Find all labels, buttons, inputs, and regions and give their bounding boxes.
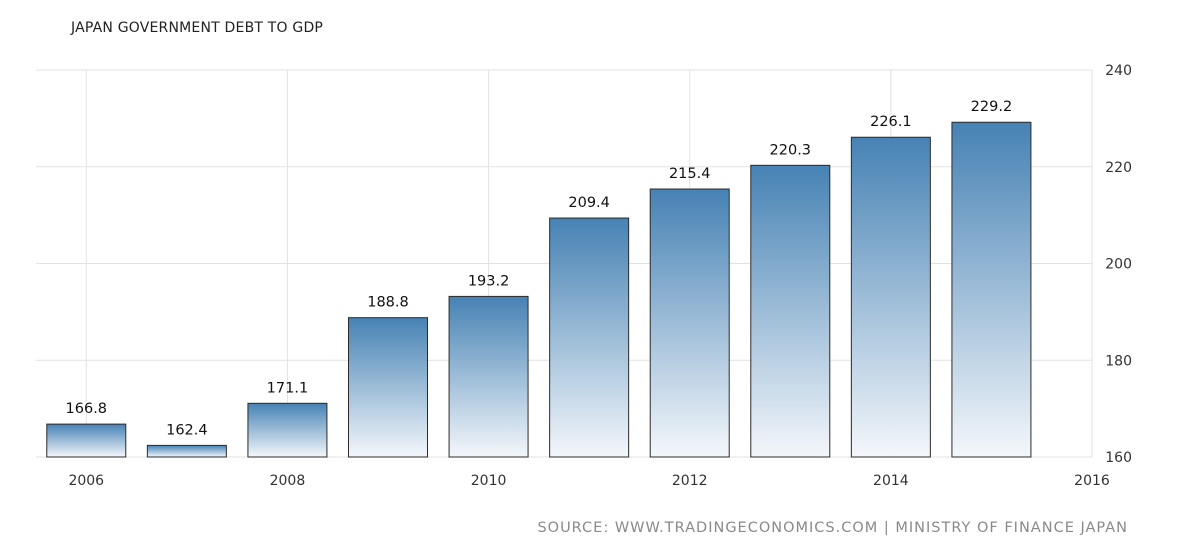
- data-label-2014: 226.1: [870, 114, 912, 130]
- x-tick-label: 2010: [471, 473, 507, 489]
- bar-2011: [549, 217, 630, 458]
- data-label-2006: 166.8: [66, 401, 108, 417]
- y-tick-label: 160: [1105, 450, 1132, 466]
- bars: [46, 121, 1032, 458]
- source-note: SOURCE: WWW.TRADINGECONOMICS.COM | MINIS…: [537, 520, 1128, 536]
- bar-2007: [146, 444, 227, 458]
- data-label-2012: 215.4: [669, 166, 711, 182]
- data-labels: 166.8 162.4 171.1 188.8 193.2 209.4 215.4 220.3…: [66, 99, 1013, 438]
- y-tick-label: 200: [1105, 257, 1132, 273]
- data-label-2013: 220.3: [770, 142, 812, 158]
- data-label-2010: 193.2: [468, 273, 510, 289]
- y-tick-label: 220: [1105, 160, 1132, 176]
- data-label-2011: 209.4: [568, 195, 610, 211]
- data-label-2008: 171.1: [267, 380, 309, 396]
- bar-2014: [850, 136, 931, 458]
- x-tick-label: 2008: [270, 473, 306, 489]
- x-tick-label: 2006: [68, 473, 104, 489]
- y-axis-ticks: 160 180 200 220 240: [1105, 63, 1132, 466]
- chart-title: JAPAN GOVERNMENT DEBT TO GDP: [71, 20, 324, 36]
- bar-2008: [247, 402, 328, 458]
- bar-2010: [448, 295, 529, 458]
- bar-2012: [649, 188, 730, 458]
- x-tick-label: 2016: [1074, 473, 1110, 489]
- x-axis-ticks: 2006 2008 2010 2012 2014 2016: [68, 473, 1109, 489]
- x-tick-label: 2012: [672, 473, 708, 489]
- y-tick-label: 240: [1105, 63, 1132, 79]
- bar-2006: [46, 423, 127, 458]
- data-label-2007: 162.4: [166, 422, 208, 438]
- data-label-2015: 229.2: [971, 99, 1013, 115]
- y-tick-label: 180: [1105, 353, 1132, 369]
- bar-2013: [750, 164, 831, 458]
- bar-2009: [348, 317, 428, 458]
- x-tick-label: 2014: [873, 473, 909, 489]
- bar-2015: [951, 121, 1032, 458]
- data-label-2009: 188.8: [367, 295, 409, 311]
